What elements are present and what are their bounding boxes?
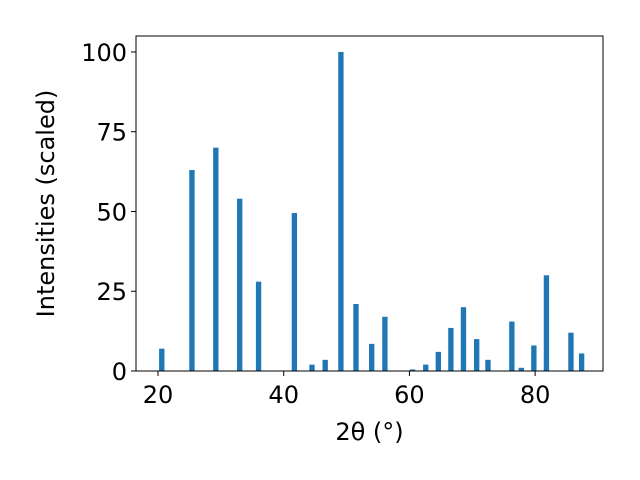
bar	[518, 367, 524, 371]
bar	[435, 351, 441, 371]
y-tick-label: 0	[112, 358, 127, 386]
bar	[309, 364, 315, 371]
bar	[473, 339, 480, 371]
x-tick-label: 80	[520, 381, 551, 409]
bar	[509, 321, 515, 371]
bar	[382, 316, 388, 371]
bar	[213, 147, 219, 371]
bar	[568, 332, 574, 371]
y-axis-label: Intensities (scaled)	[32, 90, 60, 318]
y-tick-label: 75	[96, 119, 127, 147]
bar	[189, 170, 195, 371]
y-tick-label: 100	[81, 39, 127, 67]
bar	[531, 345, 537, 371]
bar	[448, 327, 454, 371]
bar	[291, 213, 298, 371]
x-tick-label: 20	[143, 381, 174, 409]
bar	[237, 198, 243, 371]
bar	[423, 364, 429, 371]
bar	[255, 281, 262, 371]
bar	[159, 348, 165, 371]
bar	[543, 275, 550, 371]
bar	[409, 369, 416, 371]
x-tick-label: 40	[268, 381, 299, 409]
x-axis-ticks: 20 40 60 80	[143, 371, 551, 409]
y-axis-ticks: 0 25 50 75 100	[81, 39, 136, 386]
bar	[369, 343, 375, 371]
bar	[322, 359, 328, 371]
plot-frame	[135, 35, 604, 372]
bar	[353, 304, 359, 371]
bar	[485, 359, 491, 371]
x-tick-label: 60	[394, 381, 425, 409]
bar	[460, 307, 467, 371]
y-tick-label: 25	[96, 278, 127, 306]
x-axis-label: 2θ (°)	[335, 418, 403, 446]
bar	[338, 51, 344, 371]
bar	[578, 353, 585, 371]
y-tick-label: 50	[96, 198, 127, 226]
bars-group	[159, 51, 585, 371]
